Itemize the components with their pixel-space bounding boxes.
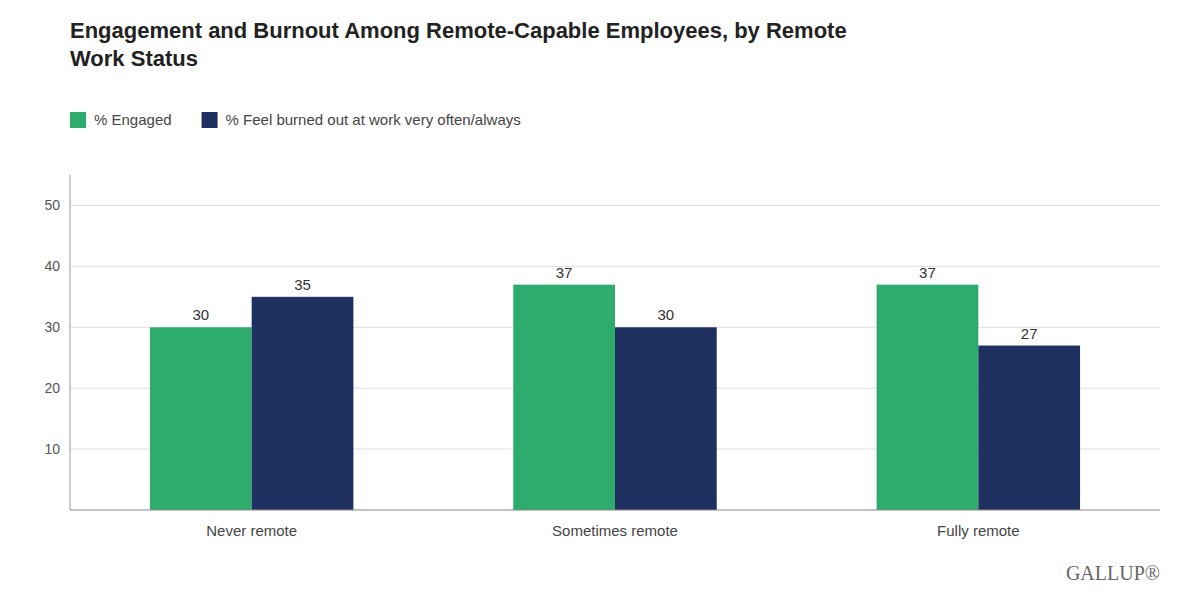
y-tick-label: 30 [44,319,60,335]
annotation: GALLUP® [1066,562,1160,584]
chart-svg: Engagement and Burnout Among Remote-Capa… [0,0,1200,600]
legend-label: % Engaged [94,111,172,128]
data-labels: 30 35 37 30 37 27 [192,264,1037,342]
bar [877,285,979,510]
y-tick-label: 10 [44,441,60,457]
grid-line [70,205,1160,206]
title-line: Work Status [70,46,198,71]
y-tick-label: 50 [44,197,60,213]
title-line: Engagement and Burnout Among Remote-Capa… [70,18,847,43]
legend-label: % Feel burned out at work very often/alw… [226,111,521,128]
x-tick-label: Never remote [206,522,297,539]
x-tick-label: Sometimes remote [552,522,678,539]
data-label: 37 [556,264,573,281]
y-axis: 10 20 30 40 50 [44,175,1160,510]
data-label: 37 [919,264,936,281]
title: Engagement and Burnout Among Remote-Capa… [70,18,847,71]
legend-item: % Engaged [70,111,172,128]
bar [978,346,1080,510]
legend-item: % Feel burned out at work very often/alw… [202,111,521,128]
bar [252,297,354,510]
data-label: 30 [658,306,675,323]
y-tick-label: 40 [44,258,60,274]
x-axis: Never remote Sometimes remote Fully remote [70,510,1160,539]
legend-swatch [202,112,218,128]
bar [513,285,615,510]
grid-line [70,266,1160,267]
data-label: 27 [1021,325,1038,342]
legend: % Engaged % Feel burned out at work very … [70,111,521,128]
bars [150,285,1080,510]
bar [615,327,717,510]
y-axis-line [70,175,71,510]
x-tick-label: Fully remote [937,522,1020,539]
data-label: 35 [294,276,311,293]
legend-swatch [70,112,86,128]
chart-container: Engagement and Burnout Among Remote-Capa… [0,0,1200,600]
y-tick-label: 20 [44,380,60,396]
bar [150,327,252,510]
data-label: 30 [192,306,209,323]
x-axis-line [70,510,1160,511]
